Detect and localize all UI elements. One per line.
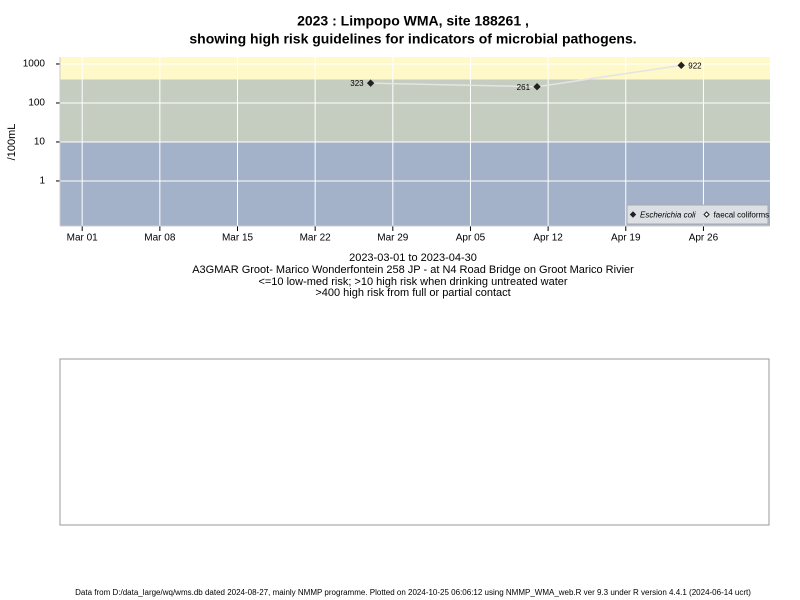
risk-band xyxy=(60,79,770,142)
y-tick-label: 100 xyxy=(28,98,45,109)
data-label: 922 xyxy=(688,61,702,70)
data-point xyxy=(366,79,375,87)
data-point xyxy=(677,61,685,70)
x-tick-label: Apr 26 xyxy=(689,233,719,244)
x-tick-label: Apr 19 xyxy=(611,233,641,244)
empty-panel xyxy=(59,358,770,526)
x-tick-label: Apr 12 xyxy=(533,233,563,244)
y-tick-label: 10 xyxy=(34,137,46,148)
x-tick-label: Mar 15 xyxy=(222,233,254,244)
chart-subtitle: showing high risk guidelines for indicat… xyxy=(189,31,636,47)
legend-marker xyxy=(629,211,637,218)
data-label: 261 xyxy=(517,83,531,92)
y-tick-label: 1000 xyxy=(23,59,46,70)
x-tick-label: Apr 05 xyxy=(456,233,486,244)
x-tick-label: Mar 01 xyxy=(67,233,99,244)
legend-label: Escherichia coli xyxy=(640,211,696,220)
chart-title: 2023 : Limpopo WMA, site 188261 , xyxy=(297,13,529,29)
legend-box xyxy=(626,204,769,225)
x-tick-label: Mar 22 xyxy=(300,233,332,244)
note: >400 high risk from full or partial cont… xyxy=(315,287,510,299)
legend-marker xyxy=(703,211,710,218)
note: 2023-03-01 to 2023-04-30 xyxy=(349,252,477,264)
data-point xyxy=(533,83,541,91)
footer: Data from D:/data_large/wq/wms.db dated … xyxy=(75,588,751,597)
y-tick-label: 1 xyxy=(39,176,45,187)
note: <=10 low-med risk; >10 high risk when dr… xyxy=(258,276,567,288)
note: A3GMAR Groot- Marico Wonderfontein 258 J… xyxy=(192,264,634,276)
legend-label: faecal coliforms xyxy=(714,211,770,220)
x-tick-label: Mar 08 xyxy=(144,233,176,244)
data-label: 323 xyxy=(350,79,364,88)
y-axis-label: /100mL xyxy=(6,124,18,161)
x-tick-label: Mar 29 xyxy=(377,233,409,244)
